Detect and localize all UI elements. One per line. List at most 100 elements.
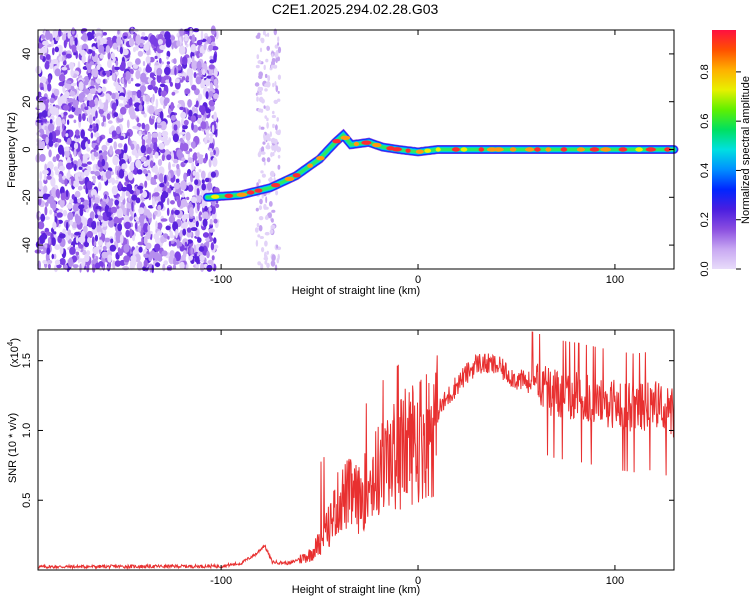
noise-dot xyxy=(183,119,189,126)
noise-dot xyxy=(81,154,88,164)
noise-dot xyxy=(127,171,134,181)
noise-dot xyxy=(161,190,169,199)
noise-dot xyxy=(141,237,144,244)
noise-dot xyxy=(121,217,124,221)
noise-dot xyxy=(56,212,63,218)
noise-dot xyxy=(115,233,122,244)
noise-dot xyxy=(141,110,145,115)
noise-dot xyxy=(40,86,44,91)
x-tick-label: -100 xyxy=(210,274,232,286)
noise-dot xyxy=(160,218,168,222)
spectrogram-noise xyxy=(34,25,282,274)
noise-dot xyxy=(131,149,138,156)
noise-dot xyxy=(94,234,98,242)
noise-dot xyxy=(201,179,205,184)
noise-dot xyxy=(43,118,48,123)
noise-dot xyxy=(123,97,127,106)
noise-dot xyxy=(62,209,68,217)
spectrogram-y-ticks: -40 -20 0 20 40 xyxy=(21,48,674,253)
noise-dot xyxy=(94,262,101,270)
noise-dot xyxy=(175,196,180,200)
colorbar-tick-label: 0.2 xyxy=(699,212,711,227)
noise-dot xyxy=(263,161,266,166)
noise-dot xyxy=(120,106,127,115)
noise-dot xyxy=(168,255,175,265)
noise-dot xyxy=(157,222,163,230)
noise-dot xyxy=(195,229,200,238)
noise-dot xyxy=(268,106,270,111)
noise-dot xyxy=(93,197,100,204)
noise-dot xyxy=(73,119,77,124)
noise-dot xyxy=(92,263,96,273)
ridge-hotspot xyxy=(478,147,485,152)
noise-dot xyxy=(180,56,183,65)
noise-dot xyxy=(75,50,78,60)
noise-dot xyxy=(73,52,77,56)
noise-dot xyxy=(208,228,215,233)
noise-dot xyxy=(118,103,124,107)
noise-dot xyxy=(75,236,79,244)
ridge-hotspot xyxy=(405,148,411,153)
noise-dot xyxy=(206,250,210,259)
noise-dot xyxy=(54,259,61,266)
noise-dot xyxy=(50,177,56,187)
noise-dot xyxy=(148,105,155,115)
noise-dot xyxy=(119,135,125,141)
noise-dot xyxy=(209,218,213,225)
noise-dot xyxy=(93,240,97,247)
noise-dot xyxy=(136,117,140,123)
noise-dot xyxy=(94,214,99,219)
noise-dot xyxy=(176,149,183,159)
snr-line xyxy=(37,331,675,570)
noise-dot xyxy=(155,220,158,230)
snr-x-ticks: -100 0 100 xyxy=(210,330,624,587)
noise-dot xyxy=(51,58,59,65)
noise-dot xyxy=(93,151,99,157)
noise-dot xyxy=(48,195,55,204)
noise-dot xyxy=(140,144,146,154)
noise-dot xyxy=(80,129,85,139)
noise-dot xyxy=(91,220,97,230)
noise-dot xyxy=(258,91,263,96)
noise-dot xyxy=(45,61,50,65)
noise-dot xyxy=(175,228,178,239)
noise-dot xyxy=(139,96,143,105)
colorbar-tick-label: 0.6 xyxy=(699,114,711,129)
noise-dot xyxy=(137,50,144,57)
noise-dot xyxy=(190,44,197,53)
noise-dot xyxy=(107,254,112,263)
noise-dot xyxy=(68,114,74,119)
noise-dot xyxy=(197,114,202,119)
noise-dot xyxy=(153,251,160,261)
noise-dot xyxy=(167,266,172,271)
noise-dot xyxy=(54,169,60,176)
noise-dot xyxy=(197,237,202,243)
noise-dot xyxy=(277,46,282,54)
noise-dot xyxy=(87,237,91,244)
noise-dot xyxy=(269,131,272,138)
noise-dot xyxy=(138,39,145,45)
noise-dot xyxy=(47,83,52,92)
noise-dot xyxy=(62,104,70,111)
noise-dot xyxy=(189,207,194,217)
noise-dot xyxy=(123,255,130,263)
spectrogram-panel: -100 0 100 -40 -20 0 20 40 Height of straight … xyxy=(6,25,679,297)
noise-dot xyxy=(272,110,275,115)
noise-dot xyxy=(59,198,65,208)
noise-dot xyxy=(152,198,155,208)
ridge-hotspot xyxy=(525,147,535,152)
ridge-hotspot xyxy=(664,147,671,152)
noise-dot xyxy=(117,223,123,232)
noise-dot xyxy=(157,204,162,211)
noise-dot xyxy=(59,246,64,255)
noise-dot xyxy=(109,244,117,252)
noise-dot xyxy=(77,198,81,203)
ridge-hotspot xyxy=(451,147,460,152)
noise-dot xyxy=(44,43,48,54)
noise-dot xyxy=(77,158,82,167)
ridge-hotspot xyxy=(493,147,504,152)
noise-dot xyxy=(58,176,63,183)
noise-dot xyxy=(97,211,101,216)
noise-dot xyxy=(132,234,136,242)
snr-x-label: Height of straight line (km) xyxy=(292,584,420,596)
